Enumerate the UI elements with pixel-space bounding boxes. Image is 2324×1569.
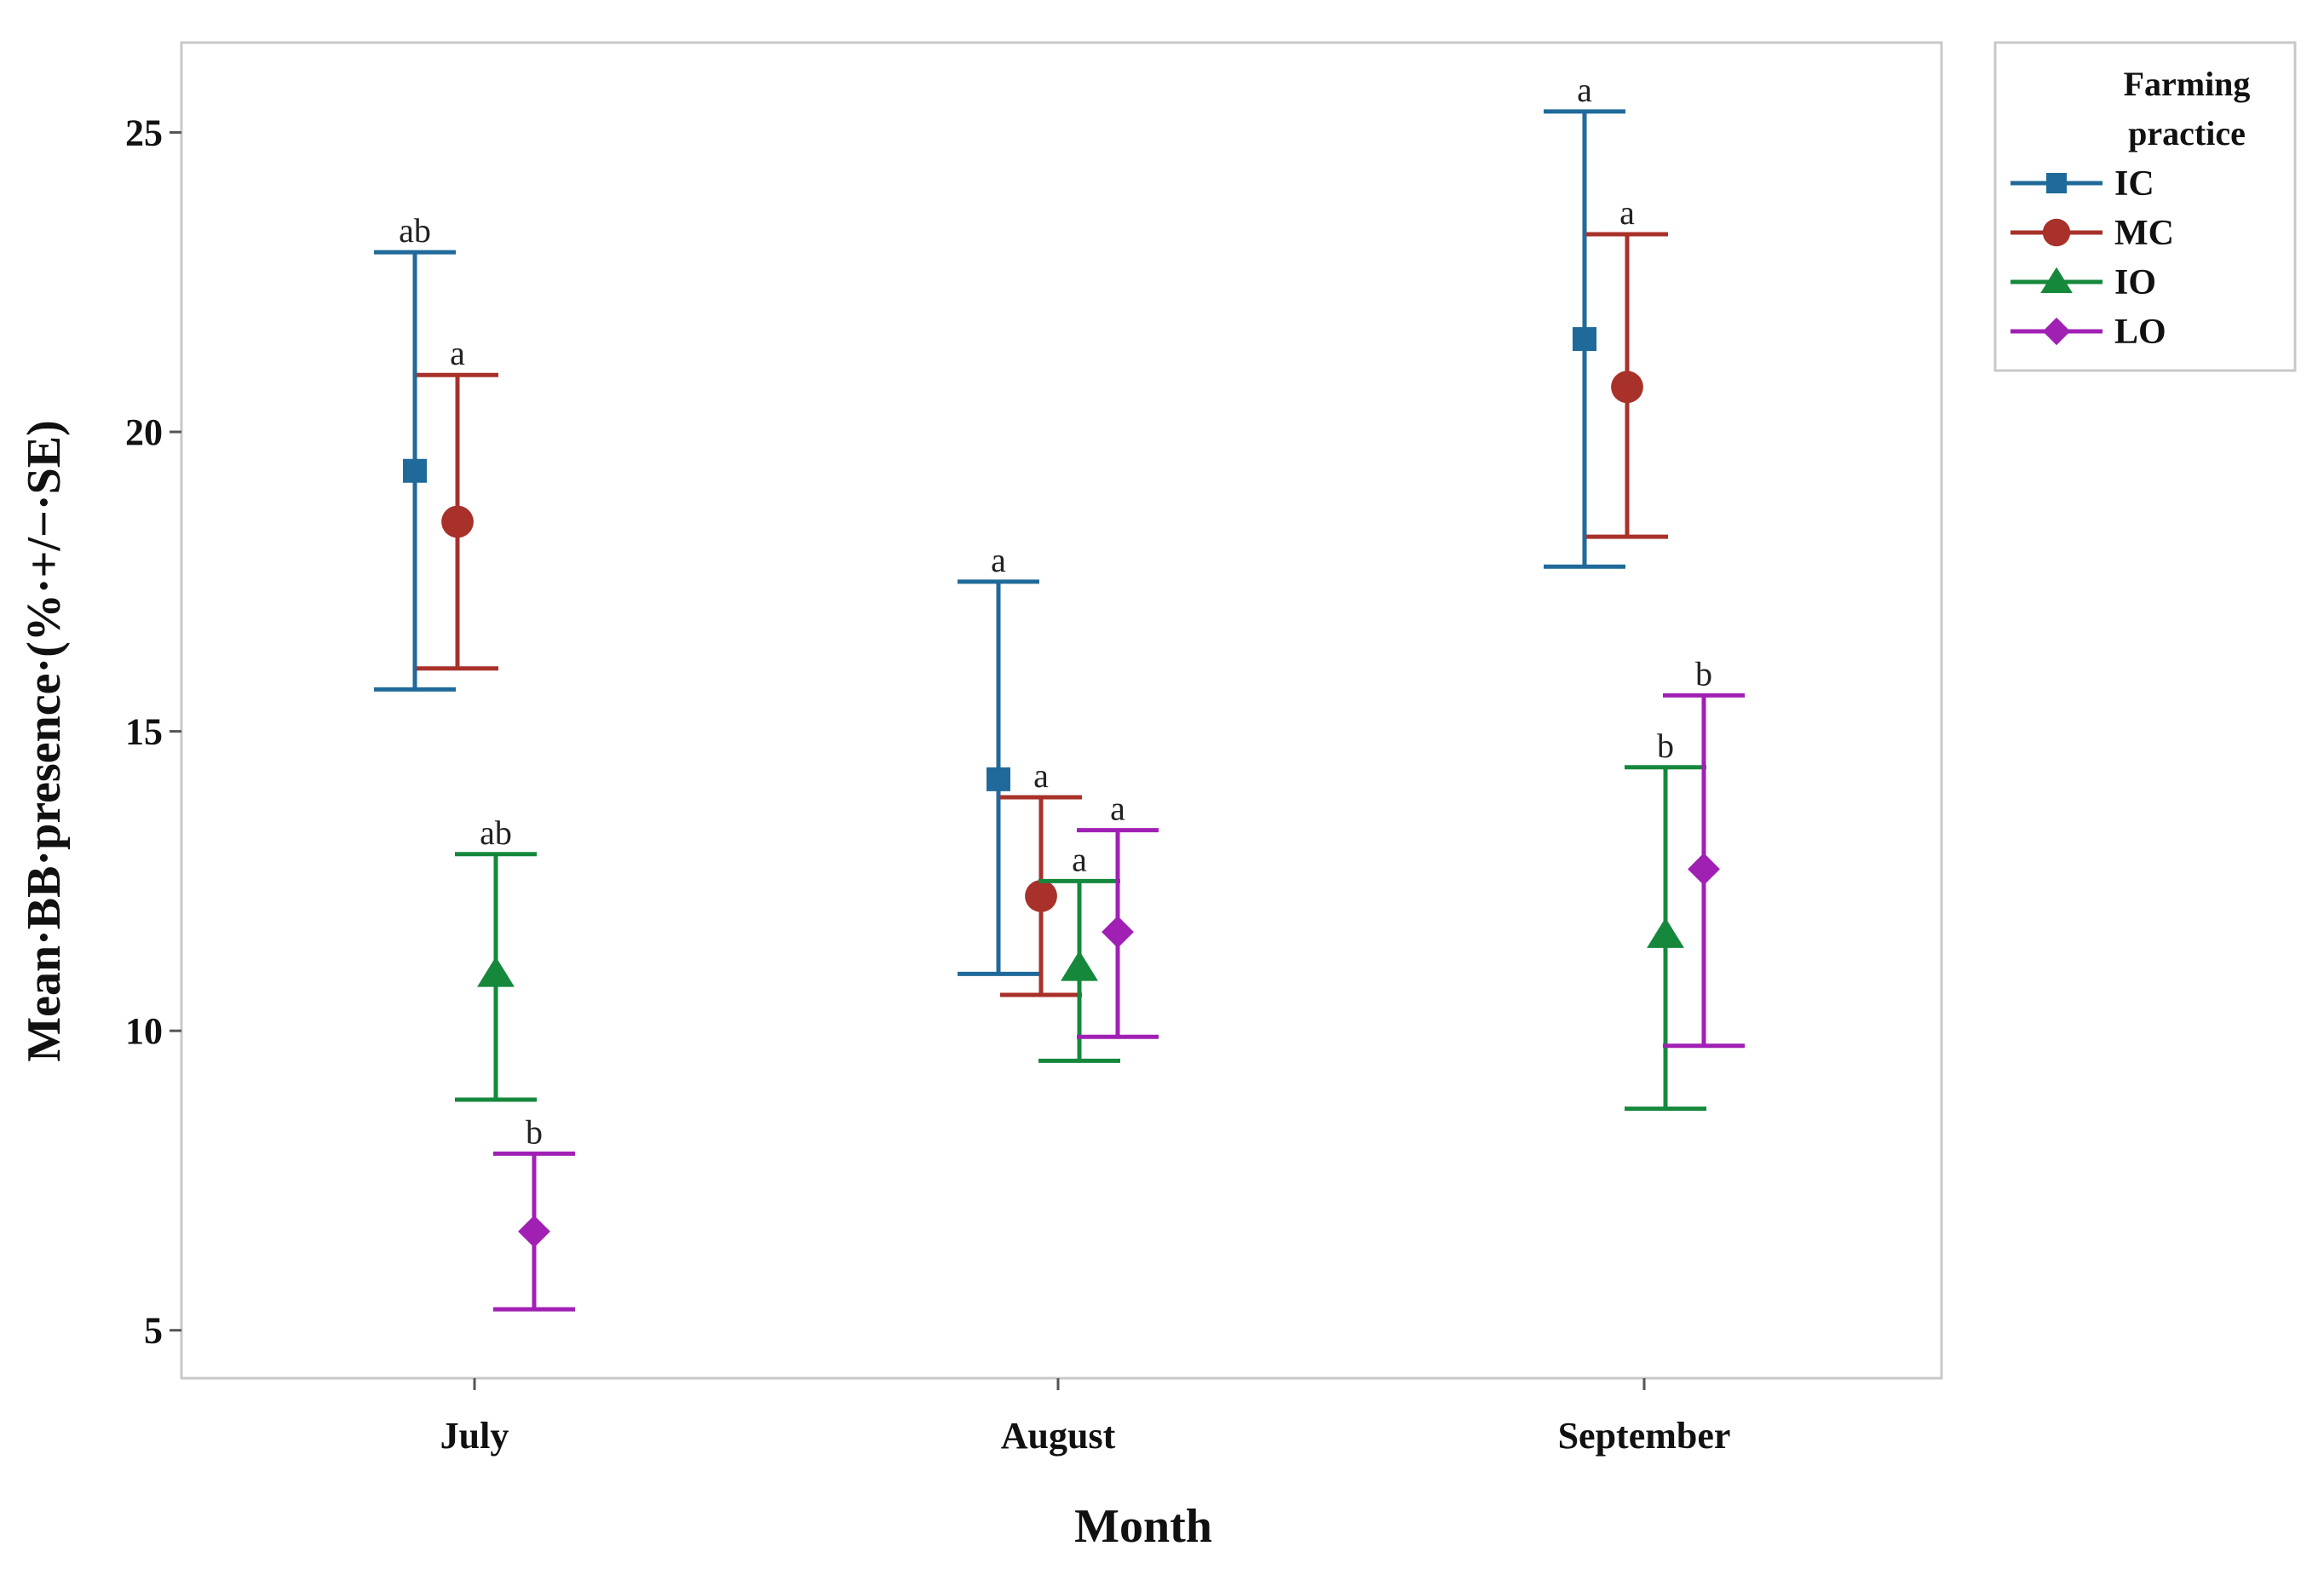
plot-frame [180, 41, 1943, 1380]
legend: Farming practice IC MC IO LO [1993, 41, 2297, 372]
y-tick-label: 10 [125, 1010, 163, 1052]
x-tick-label: September [1558, 1415, 1731, 1457]
mean-point [518, 1215, 550, 1248]
mean-point [1061, 951, 1098, 981]
mean-point [477, 957, 515, 987]
legend-item-ic: IC [2010, 164, 2154, 204]
significance-label: a [1110, 790, 1125, 828]
mean-point [1573, 327, 1596, 352]
y-axis-title: Mean·BB·presence·(%·+/−·SE) [18, 420, 71, 1061]
legend-label: MC [2114, 214, 2174, 253]
mean-point [987, 767, 1010, 791]
significance-label: b [1657, 727, 1674, 765]
significance-label: a [1577, 71, 1592, 109]
series-mc: aaa [417, 193, 1668, 997]
mean-point [1647, 917, 1684, 948]
legend-title-line-2: practice [2128, 114, 2246, 152]
legend-marker [2042, 317, 2071, 346]
significance-label: a [1033, 756, 1049, 795]
significance-label: a [1072, 840, 1087, 878]
legend-label: IC [2114, 164, 2154, 204]
x-axis-title: Month [1074, 1500, 1212, 1553]
legend-frame [1993, 41, 2297, 372]
y-tick-label: 15 [125, 711, 163, 753]
legend-marker [2046, 173, 2067, 193]
legend-label: IO [2114, 263, 2156, 302]
legend-item-lo: LO [2010, 313, 2166, 352]
y-tick-label: 5 [144, 1310, 163, 1352]
significance-label: ab [399, 211, 431, 250]
mean-point [1025, 880, 1057, 912]
legend-marker [2042, 218, 2071, 247]
significance-label: b [1695, 654, 1712, 693]
mean-point [1688, 853, 1720, 886]
legend-label: LO [2114, 313, 2166, 352]
y-tick-label: 25 [125, 112, 163, 153]
mean-point [1102, 916, 1134, 949]
legend-marker [2040, 267, 2073, 294]
significance-label: a [991, 541, 1006, 579]
significance-label: a [450, 334, 465, 372]
series-lo: b a b [493, 654, 1745, 1312]
x-axis: July August September [440, 1378, 1731, 1457]
legend-title-line-1: Farming [2124, 65, 2251, 103]
x-tick-label: July [440, 1415, 509, 1457]
legend-items: IC MC IO LO [2010, 164, 2174, 352]
significance-label: b [526, 1112, 543, 1151]
significance-label: a [1619, 193, 1635, 232]
legend-item-mc: MC [2010, 214, 2174, 253]
mean-point [403, 458, 427, 483]
significance-label: ab [480, 813, 512, 852]
y-tick-label: 20 [125, 411, 163, 453]
mean-point [441, 505, 474, 538]
y-axis: 5 10 15 20 25 [125, 112, 181, 1352]
x-tick-label: August [1001, 1415, 1116, 1457]
mean-point [1611, 371, 1643, 404]
legend-item-io: IO [2010, 263, 2156, 302]
